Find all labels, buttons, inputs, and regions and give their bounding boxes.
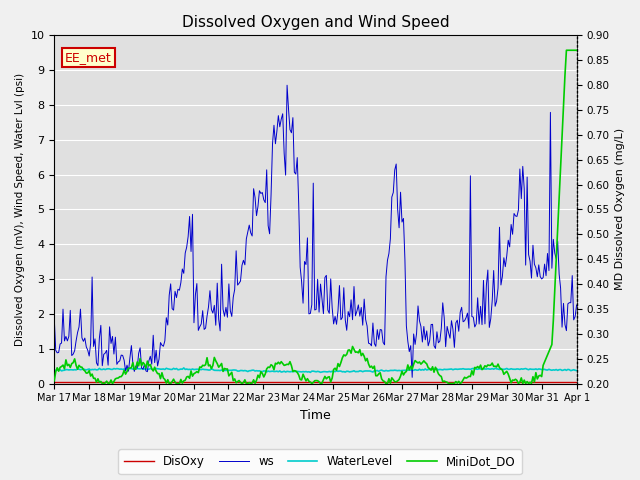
WaterLevel bbox=[280, 368, 288, 374]
MiniDot_DO bbox=[573, 48, 580, 53]
Line: ws: ws bbox=[54, 85, 577, 377]
ws bbox=[408, 374, 416, 380]
ws bbox=[51, 316, 58, 322]
Line: WaterLevel: WaterLevel bbox=[54, 368, 577, 372]
ws bbox=[115, 359, 122, 365]
DisOxy bbox=[573, 380, 580, 385]
MiniDot_DO bbox=[99, 381, 106, 386]
DisOxy bbox=[279, 380, 287, 385]
MiniDot_DO bbox=[225, 373, 233, 379]
ws bbox=[206, 288, 214, 294]
ws bbox=[573, 302, 580, 308]
MiniDot_DO bbox=[280, 362, 288, 368]
ws bbox=[547, 109, 554, 115]
DisOxy bbox=[115, 380, 122, 385]
DisOxy bbox=[232, 380, 240, 385]
MiniDot_DO bbox=[234, 379, 241, 384]
WaterLevel bbox=[207, 366, 215, 372]
DisOxy bbox=[543, 380, 551, 385]
Y-axis label: Dissolved Oxygen (mV), Wind Speed, Water Lvl (psi): Dissolved Oxygen (mV), Wind Speed, Water… bbox=[15, 73, 25, 346]
WaterLevel bbox=[547, 367, 554, 373]
WaterLevel bbox=[180, 365, 188, 371]
MiniDot_DO bbox=[116, 374, 124, 380]
Legend: DisOxy, ws, WaterLevel, MiniDot_DO: DisOxy, ws, WaterLevel, MiniDot_DO bbox=[118, 449, 522, 474]
X-axis label: Time: Time bbox=[300, 409, 331, 422]
WaterLevel bbox=[115, 366, 122, 372]
MiniDot_DO bbox=[207, 366, 215, 372]
DisOxy bbox=[223, 380, 231, 385]
MiniDot_DO bbox=[51, 378, 58, 384]
WaterLevel bbox=[234, 368, 241, 374]
Y-axis label: MD Dissolved Oxygen (mg/L): MD Dissolved Oxygen (mg/L) bbox=[615, 128, 625, 290]
DisOxy bbox=[206, 380, 214, 385]
ws bbox=[284, 83, 291, 88]
WaterLevel bbox=[225, 367, 233, 373]
MiniDot_DO bbox=[563, 48, 570, 53]
ws bbox=[232, 248, 240, 254]
DisOxy bbox=[51, 380, 58, 385]
Title: Dissolved Oxygen and Wind Speed: Dissolved Oxygen and Wind Speed bbox=[182, 15, 449, 30]
ws bbox=[223, 314, 231, 320]
WaterLevel bbox=[307, 370, 314, 375]
Text: EE_met: EE_met bbox=[65, 51, 111, 64]
WaterLevel bbox=[573, 368, 580, 373]
WaterLevel bbox=[51, 368, 58, 373]
ws bbox=[279, 111, 287, 117]
MiniDot_DO bbox=[545, 348, 553, 354]
Line: MiniDot_DO: MiniDot_DO bbox=[54, 50, 577, 384]
